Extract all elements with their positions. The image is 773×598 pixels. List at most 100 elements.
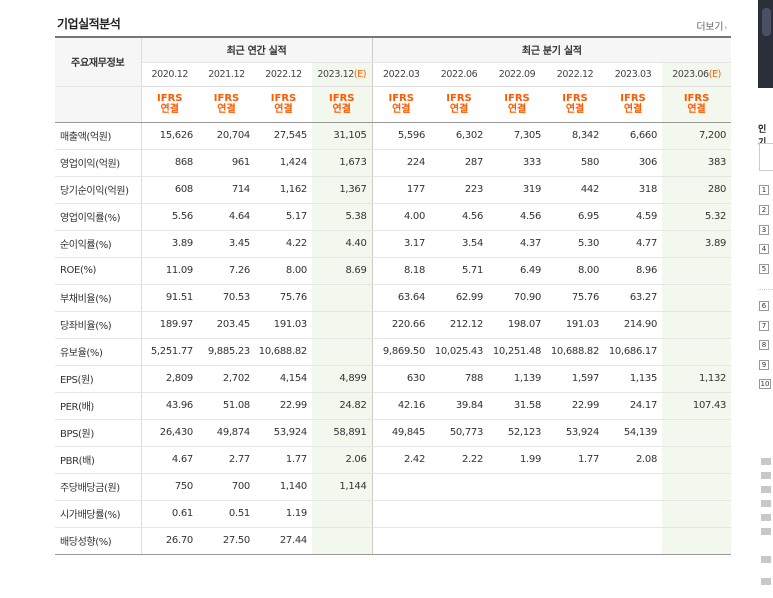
- table-cell: 3.45: [198, 230, 255, 258]
- rank-badge[interactable]: 1: [759, 185, 769, 195]
- rank-badge[interactable]: 4: [759, 244, 769, 254]
- table-cell: 580: [546, 149, 605, 177]
- table-cell: 383: [662, 149, 732, 177]
- sidebar-banner[interactable]: [758, 0, 773, 88]
- table-cell: [488, 527, 547, 555]
- more-label[interactable]: 더보기: [696, 22, 724, 33]
- table-cell: 319: [488, 176, 547, 204]
- basis-scope: 연결: [687, 104, 706, 115]
- row-label: 배당성향(%): [55, 527, 142, 555]
- rank-badge[interactable]: 3: [759, 225, 769, 235]
- table-cell: 4.77: [604, 230, 663, 258]
- table-cell: 10,025.43: [430, 338, 489, 366]
- table-cell: 7,305: [488, 122, 547, 150]
- table-cell: [546, 500, 605, 528]
- row-label: 시가배당률(%): [55, 500, 142, 528]
- sidebar-divider: [758, 289, 773, 290]
- rank-badge[interactable]: 5: [759, 264, 769, 274]
- period-label: 2021.12: [208, 68, 245, 80]
- period-header: 2022.12: [255, 62, 312, 87]
- table-row: BPS(원) 26,430 49,874 53,924 58,891 49,845 50,7…: [55, 419, 732, 447]
- table-cell: 7.26: [198, 257, 255, 285]
- table-cell: 1.77: [255, 446, 312, 474]
- chevron-right-icon: ›: [724, 23, 727, 32]
- sidebar-text-line: [761, 486, 771, 493]
- table-cell: 107.43: [662, 392, 732, 420]
- table-cell: 8.00: [546, 257, 605, 285]
- table-cell: [371, 472, 431, 501]
- period-label: 2022.09: [498, 68, 536, 80]
- rank-badge[interactable]: 2: [759, 205, 769, 215]
- table-cell: [430, 500, 489, 528]
- sidebar-search-input[interactable]: [759, 143, 773, 171]
- table-cell: 1,367: [312, 176, 373, 204]
- table-cell: [662, 311, 732, 339]
- basis-header: IFRS 연결: [604, 86, 663, 123]
- table-cell: 3.89: [141, 230, 198, 258]
- rank-badge[interactable]: 6: [759, 301, 769, 311]
- table-cell: [546, 527, 605, 555]
- table-cell: 191.03: [255, 311, 312, 339]
- table-cell: 24.17: [604, 392, 663, 420]
- basis-scope: 연결: [507, 104, 527, 115]
- table-cell: 11.09: [141, 257, 198, 285]
- table-cell: 5,596: [371, 122, 431, 150]
- basis-standard: IFRS: [683, 93, 710, 104]
- table-row: 당좌비율(%) 189.97 203.45 191.03 220.66 212.12 198…: [55, 311, 732, 339]
- table-cell: 20,704: [198, 122, 255, 150]
- basis-scope: 연결: [332, 104, 351, 115]
- table-cell: 1.77: [546, 446, 605, 474]
- table-cell: 51.08: [198, 392, 255, 420]
- table-cell: 5.30: [546, 230, 605, 258]
- period-header: 2023.06(E): [662, 62, 732, 87]
- rank-badge[interactable]: 8: [759, 340, 769, 350]
- table-cell: 8.18: [371, 257, 431, 285]
- table-cell: 4.00: [371, 202, 431, 231]
- basis-scope: 연결: [217, 104, 236, 115]
- table-cell: 220.66: [371, 311, 431, 339]
- table-cell: 2.08: [604, 446, 663, 474]
- table-cell: [371, 527, 431, 555]
- row-label: PER(배): [55, 392, 142, 420]
- table-cell: 26.70: [141, 527, 198, 555]
- table-cell: [662, 527, 732, 555]
- row-label: 유보율(%): [55, 338, 142, 366]
- sidebar-text-line: [761, 556, 771, 563]
- sidebar-text-line: [761, 528, 771, 535]
- table-cell: 4.37: [488, 230, 547, 258]
- row-label: 주당배당금(원): [55, 472, 142, 501]
- table-row: 주당배당금(원) 750 700 1,140 1,144: [55, 472, 732, 501]
- sidebar-text-line: [761, 514, 771, 521]
- table-cell: 0.51: [198, 500, 255, 528]
- table-row: 영업이익률(%) 5.56 4.64 5.17 5.38 4.00 4.56 4.56 6.95…: [55, 202, 732, 231]
- row-label: 당기순이익(억원): [55, 176, 142, 204]
- table-cell: 10,688.82: [255, 338, 312, 366]
- row-label: ROE(%): [55, 257, 142, 285]
- basis-scope: 연결: [623, 104, 643, 115]
- basis-standard: IFRS: [620, 93, 646, 104]
- table-cell: 4.56: [488, 202, 547, 231]
- table-cell: 75.76: [255, 283, 312, 312]
- basis-scope: 연결: [565, 104, 585, 115]
- period-label: 2023.06: [672, 68, 709, 80]
- table-cell: 214.90: [604, 311, 663, 339]
- row-header-spacer: [55, 86, 142, 123]
- rank-badge[interactable]: 7: [759, 321, 769, 331]
- rank-badge[interactable]: 9: [759, 360, 769, 370]
- table-cell: 630: [371, 364, 431, 393]
- table-cell: 1,162: [255, 176, 312, 204]
- table-cell: [312, 338, 373, 366]
- table-row: 순이익률(%) 3.89 3.45 4.22 4.40 3.17 3.54 4.37 5.30 4…: [55, 230, 732, 258]
- table-row: 당기순이익(억원) 608 714 1,162 1,367 177 223 319 442 318…: [55, 176, 732, 204]
- table-cell: 318: [604, 176, 663, 204]
- more-link[interactable]: 더보기›: [696, 18, 727, 33]
- table-cell: 223: [430, 176, 489, 204]
- rank-badge[interactable]: 10: [759, 379, 771, 389]
- table-cell: [430, 527, 489, 555]
- table-cell: 333: [488, 149, 547, 177]
- table-cell: [662, 419, 732, 447]
- row-label: 영업이익(억원): [55, 149, 142, 177]
- table-cell: 714: [198, 176, 255, 204]
- basis-header: IFRS 연결: [198, 86, 255, 123]
- table-cell: 4,154: [255, 364, 312, 393]
